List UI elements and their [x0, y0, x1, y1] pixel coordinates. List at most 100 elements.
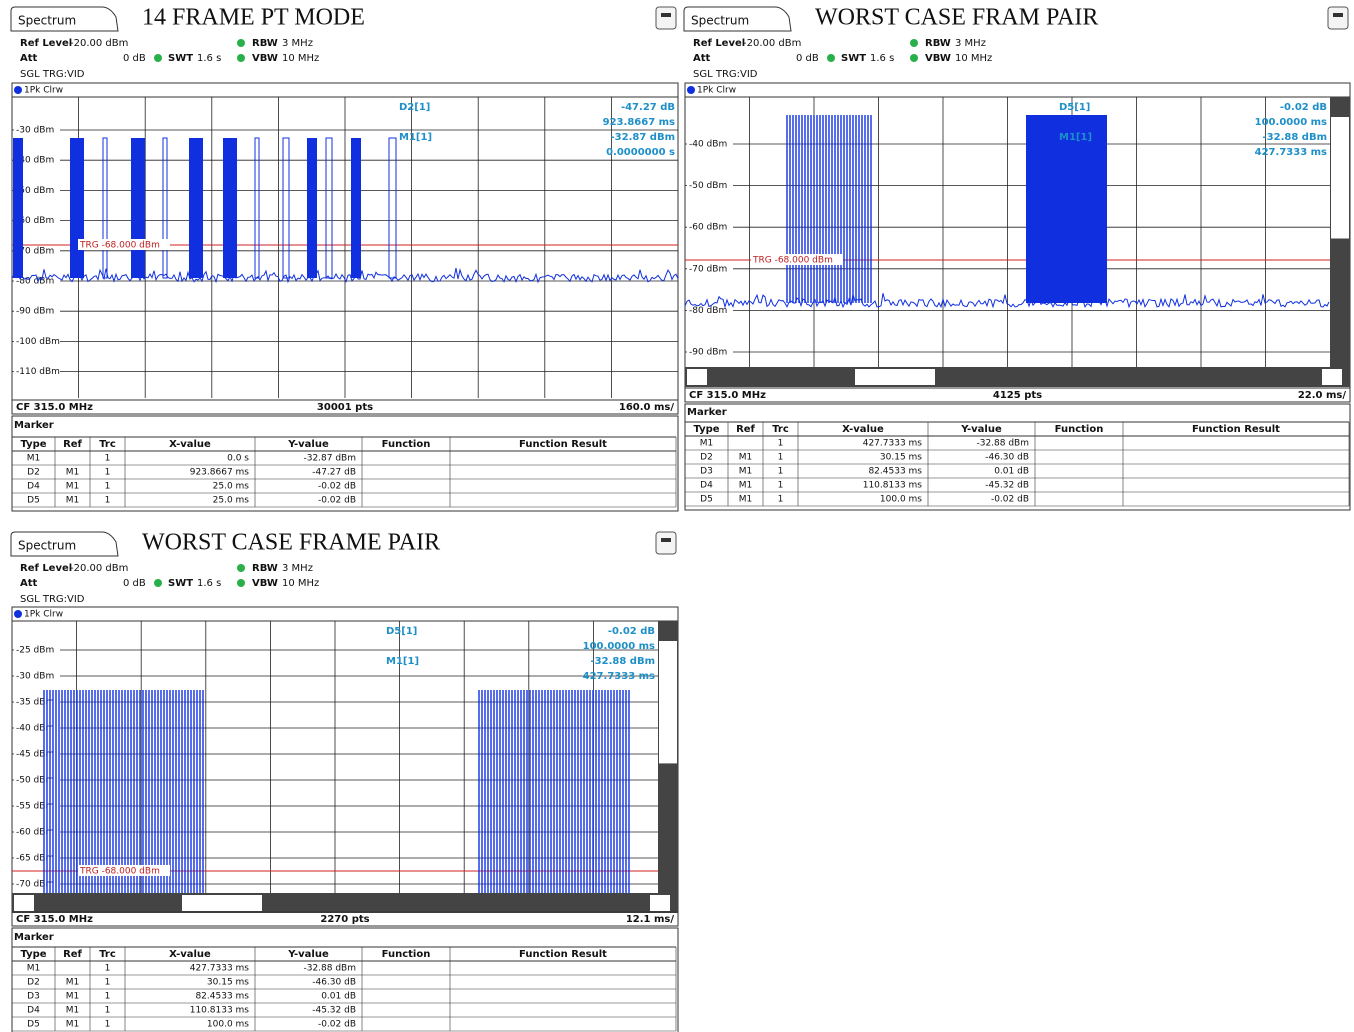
table-header: Trc — [99, 949, 116, 960]
label-bg — [14, 878, 60, 890]
y-axis-label: -50 dBm — [689, 181, 727, 191]
table-header: Ref — [63, 439, 82, 450]
table-cell: 1 — [778, 453, 784, 463]
table-cell: D2 — [27, 978, 40, 988]
y-axis-label: -30 dBm — [16, 126, 54, 136]
table-cell: 25.0 ms — [213, 496, 250, 506]
trace-label: 1Pk Clrw — [24, 610, 63, 620]
table-cell: M1 — [66, 978, 80, 988]
table-cell: M1 — [27, 454, 41, 464]
table-cell: -45.32 dB — [985, 481, 1029, 491]
table-header: Trc — [772, 424, 789, 435]
table-cell: D5 — [27, 1020, 40, 1030]
horizontal-scrollbar[interactable] — [12, 893, 678, 913]
status-dot — [910, 39, 918, 47]
display-icon[interactable] — [1327, 6, 1349, 30]
table-cell: D4 — [700, 481, 713, 491]
table-cell: 427.7333 ms — [190, 964, 250, 974]
y-axis-label: -60 dBm — [16, 828, 54, 838]
table-cell: 100.0 ms — [880, 495, 922, 505]
marker-readout-value: 923.8667 ms — [603, 117, 675, 128]
trigger-label: TRG -68.000 dBm — [752, 256, 833, 266]
label-bg — [78, 239, 170, 250]
trace-label: 1Pk Clrw — [24, 86, 63, 96]
label-bg — [14, 124, 60, 136]
scroll-thumb[interactable] — [650, 895, 670, 911]
setting-value: 3 MHz — [282, 563, 313, 574]
display-icon-bar — [661, 538, 671, 542]
status-dot — [237, 54, 245, 62]
scroll-thumb[interactable] — [14, 895, 34, 911]
setting-label: VBW — [252, 578, 278, 589]
table-cell: 1 — [778, 439, 784, 449]
status-dot — [154, 579, 162, 587]
table-cell: -32.87 dBm — [303, 454, 356, 464]
setting-label: Att — [693, 53, 711, 64]
table-cell: 1 — [105, 1006, 111, 1016]
marker-readout-value: 427.7333 ms — [583, 671, 655, 682]
label-bg — [78, 865, 170, 876]
footer-center-freq: CF 315.0 MHz — [689, 390, 766, 401]
label-bg — [14, 722, 60, 734]
table-cell: M1 — [66, 992, 80, 1002]
trigger-label: TRG -68.000 dBm — [79, 241, 160, 251]
status-dot — [827, 54, 835, 62]
trace-burst — [131, 138, 145, 278]
y-axis-label: -70 dBm — [689, 264, 727, 274]
y-axis-label: -55 dBm — [16, 802, 54, 812]
trace-burst-outline — [388, 137, 397, 279]
setting-value: -20.00 dBm — [70, 563, 128, 574]
scroll-thumb[interactable] — [1331, 117, 1349, 239]
panel-title: 14 FRAME PT MODE — [142, 5, 365, 31]
display-icon[interactable] — [655, 531, 677, 555]
table-header: Function Result — [1192, 424, 1280, 435]
trace-burst — [70, 138, 84, 278]
tab[interactable] — [683, 6, 792, 32]
display-icon[interactable] — [655, 6, 677, 30]
trace-burst — [223, 138, 237, 278]
table-cell: 1 — [105, 454, 111, 464]
scroll-thumb[interactable] — [1322, 369, 1342, 385]
table-cell: 30.15 ms — [880, 453, 922, 463]
setting-value: 1.6 s — [197, 578, 221, 589]
footer-points: 2270 pts — [320, 914, 369, 925]
table-cell: -32.88 dBm — [303, 964, 356, 974]
tab[interactable] — [10, 531, 119, 557]
y-axis-label: -80 dBm — [689, 306, 727, 316]
horizontal-scrollbar[interactable] — [685, 367, 1350, 387]
label-bg — [687, 262, 733, 275]
table-cell: -45.32 dB — [312, 1006, 356, 1016]
setting-label: SWT — [841, 53, 866, 64]
marker-readout-value: -32.88 dBm — [591, 656, 655, 667]
trace-burst-outline — [102, 137, 108, 279]
scroll-thumb[interactable] — [687, 369, 707, 385]
scroll-thumb[interactable] — [182, 895, 262, 911]
setting-value: 0 dB — [123, 578, 146, 589]
scroll-thumb[interactable] — [659, 641, 677, 764]
trace-burst-outline — [325, 137, 333, 279]
setting-value: 3 MHz — [282, 38, 313, 49]
label-bg — [14, 335, 60, 348]
table-header: X-value — [169, 439, 211, 450]
scroll-thumb[interactable] — [855, 369, 935, 385]
setting-value: 1.6 s — [870, 53, 894, 64]
y-axis-label: -40 dBm — [16, 724, 54, 734]
table-cell: D5 — [27, 496, 40, 506]
label-bg — [14, 852, 60, 864]
plot-frame — [684, 82, 1351, 403]
tab[interactable] — [10, 6, 119, 32]
y-axis-label: -50 dBm — [16, 776, 54, 786]
table-header: Type — [20, 949, 46, 960]
label-bg — [14, 244, 60, 257]
table-cell: 1 — [778, 495, 784, 505]
marker-readout-value: 427.7333 ms — [1255, 147, 1327, 158]
table-cell: M1 — [66, 482, 80, 492]
y-axis-label: -45 dBm — [16, 750, 54, 760]
table-cell: -46.30 dB — [985, 453, 1029, 463]
table-header: Y-value — [960, 424, 1002, 435]
y-axis-label: -40 dBm — [16, 156, 54, 166]
label-bg — [14, 154, 60, 167]
table-header: Type — [693, 424, 719, 435]
table-cell: -0.02 dB — [318, 1020, 356, 1030]
